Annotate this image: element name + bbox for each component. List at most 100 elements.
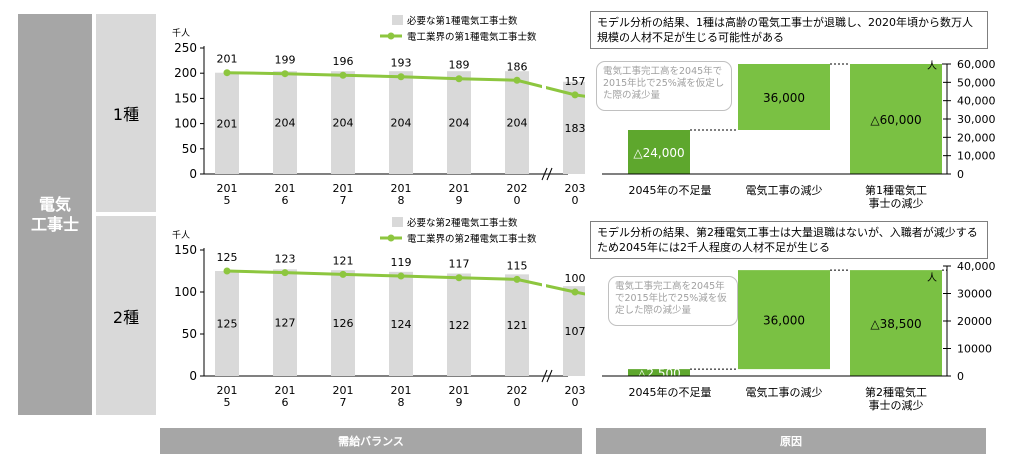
y-tick-label: 40,000 — [957, 260, 996, 273]
y-tick-label: 20,000 — [957, 131, 996, 144]
bar — [215, 72, 239, 174]
axis-break-mark — [546, 167, 553, 181]
line-value-label: 123 — [275, 253, 296, 266]
y-tick-label: 10,000 — [957, 150, 996, 163]
waterfall-bar — [850, 270, 942, 376]
series-point — [339, 71, 347, 79]
y-tick-label: 0 — [189, 369, 197, 383]
series-point — [223, 69, 231, 77]
assumption-callout-type2-text: 電気工事完工高を2045年で2015年比で25%減を仮定した際の減少量 — [615, 281, 727, 316]
row-label-type1-text: 1種 — [112, 105, 140, 124]
series-point — [397, 73, 405, 81]
x-category-label: 第1種電気工事士の減少 — [865, 183, 927, 210]
legend-label-industry: 電工業界の第1種電気工事士数 — [407, 31, 537, 43]
x-tick-label: 202 0 — [507, 182, 528, 207]
bar-value-label: 122 — [449, 319, 470, 332]
bar-value-label: △24,000 — [633, 146, 684, 160]
bar-value-label: 127 — [275, 317, 296, 330]
waterfall-bar — [628, 369, 690, 376]
y-tick-label: 0 — [957, 370, 964, 383]
analysis-note-type1: モデル分析の結果、1種は高齢の電気工事士が退職し、2020年頃から数万人規模の人… — [590, 11, 988, 49]
x-category-label: 2045年の不足量 — [629, 183, 712, 197]
bar-value-label: 121 — [507, 319, 528, 332]
y-tick-label: 0 — [957, 168, 964, 181]
footer-supply-demand: 需給バランス — [160, 428, 582, 454]
bar — [563, 81, 585, 174]
y-tick-label: 60,000 — [957, 58, 996, 71]
bar — [331, 71, 355, 174]
row-label-type2-text: 2種 — [112, 307, 140, 327]
legend-label-required: 必要な第1種電気工事士数 — [407, 15, 518, 27]
shortage-cause-chart-type1: △24,000 36,000 △60,000 0 10,000 20,000 30,000 4… — [602, 58, 996, 210]
line-value-label: 115 — [507, 259, 528, 272]
axis-break-mark — [546, 369, 553, 383]
x-category-label: 2045年の不足量 — [629, 385, 712, 399]
bar-value-label: 204 — [449, 117, 470, 130]
bar — [273, 71, 297, 174]
y-tick-label: 200 — [174, 66, 197, 80]
y-tick-label: 50 — [182, 142, 197, 156]
line-value-label: 117 — [449, 258, 470, 271]
footer-supply-demand-text: 需給バランス — [338, 435, 404, 448]
bar-value-label: 124 — [391, 318, 412, 331]
bar-value-label: 201 — [217, 117, 238, 130]
bar — [389, 71, 413, 174]
y-tick-label: 10000 — [957, 343, 992, 356]
bar-value-label: △38,500 — [870, 317, 921, 331]
waterfall-bar — [738, 64, 830, 130]
y-tick-label: 150 — [174, 91, 197, 105]
line-value-label: 189 — [449, 59, 470, 72]
y-tick-label: 100 — [174, 285, 197, 299]
series-point — [571, 288, 579, 296]
x-tick-label: 203 0 — [565, 384, 586, 409]
footer-cause-text: 原因 — [780, 435, 802, 448]
line-value-label: 196 — [333, 55, 354, 68]
x-category-label: 第2種電気工事士の減少 — [865, 385, 927, 412]
line-value-label: 157 — [565, 75, 586, 88]
line-value-label: 201 — [217, 53, 238, 66]
bar-value-label: 204 — [275, 117, 296, 130]
x-tick-label: 201 7 — [333, 182, 354, 207]
bar — [331, 270, 355, 376]
bar-value-label: 204 — [507, 117, 528, 130]
analysis-note-type1-text: モデル分析の結果、1種は高齢の電気工事士が退職し、2020年頃から数万人規模の人… — [597, 16, 973, 44]
series-line — [226, 269, 585, 296]
line-value-label: 100 — [565, 272, 586, 285]
waterfall-bar — [738, 270, 830, 370]
y-tick-label: 20000 — [957, 315, 992, 328]
bar — [505, 71, 529, 174]
y-tick-label: 40,000 — [957, 95, 996, 108]
category-label-text: 電気 工事士 — [30, 194, 79, 234]
bar-value-label: 36,000 — [763, 91, 805, 105]
axis-break-mark — [541, 369, 548, 383]
legend-marker-industry — [387, 234, 395, 242]
series-point — [339, 270, 347, 278]
series-point — [223, 267, 231, 275]
y-tick-label: 100 — [174, 117, 197, 131]
y-tick-label: 150 — [174, 243, 197, 257]
x-tick-label: 201 9 — [449, 384, 470, 409]
unit-label: 人 — [927, 272, 937, 284]
bar-value-label: 126 — [333, 317, 354, 330]
unit-label: 千人 — [172, 28, 190, 39]
x-category-label: 電気工事の減少 — [746, 385, 823, 399]
line-value-label: 121 — [333, 254, 354, 267]
bar-value-label: 125 — [217, 318, 238, 331]
series-line — [226, 71, 585, 98]
footer-cause: 原因 — [596, 428, 986, 454]
x-tick-label: 201 5 — [217, 182, 238, 207]
bar — [389, 271, 413, 376]
x-tick-label: 201 6 — [275, 182, 296, 207]
axis-break-mark — [541, 167, 548, 181]
bar — [505, 274, 529, 376]
series-point — [397, 272, 405, 280]
y-tick-label: 50 — [182, 327, 197, 341]
supply-demand-chart-type2: 千人05010015012512712612412212110788125123… — [172, 217, 586, 409]
assumption-callout-type1: 電気工事完工高を2045年で2015年比で25%減を仮定した際の減少量 — [596, 61, 732, 111]
line-value-label: 186 — [507, 60, 528, 73]
y-tick-label: 50,000 — [957, 76, 996, 89]
line-value-label: 193 — [391, 57, 412, 70]
bar-value-label: 204 — [333, 117, 354, 130]
analysis-note-type2: モデル分析の結果、第2種電気工事士は大量退職はないが、入職者が減少するため204… — [590, 221, 988, 259]
bar-value-label: △2,500 — [637, 367, 681, 381]
